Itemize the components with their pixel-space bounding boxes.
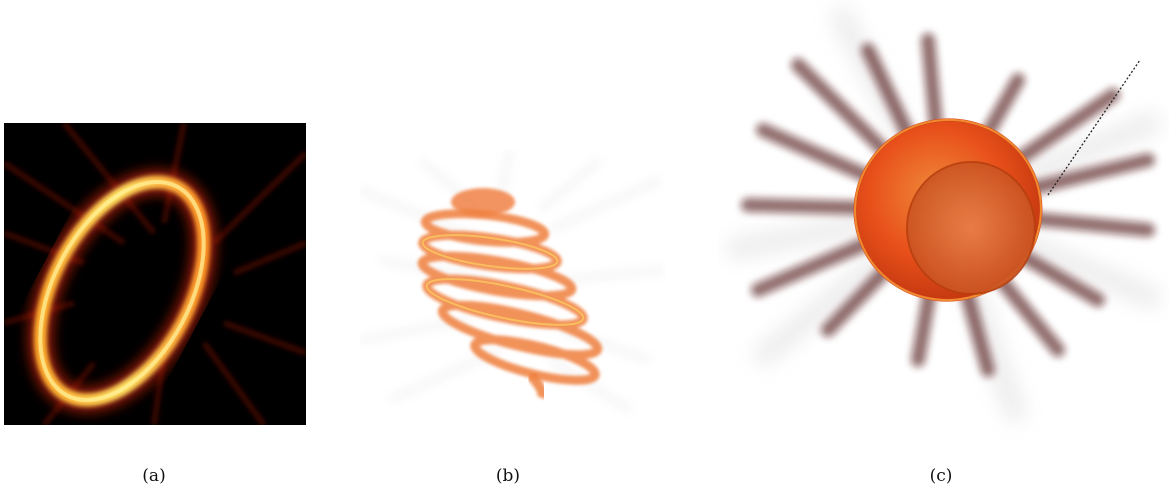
spherical-volume-graphic <box>726 5 1162 423</box>
dotted-guide-line <box>1047 59 1141 196</box>
caption-b: (b) <box>495 466 521 486</box>
panel-c-image <box>718 0 1169 440</box>
panel-b-image <box>360 150 665 420</box>
panel-a-image <box>4 123 306 425</box>
caption-a: (a) <box>142 466 166 486</box>
caption-c: (c) <box>929 466 953 486</box>
helical-volume-graphic <box>360 150 665 412</box>
heatmap-slice-graphic <box>4 123 306 425</box>
